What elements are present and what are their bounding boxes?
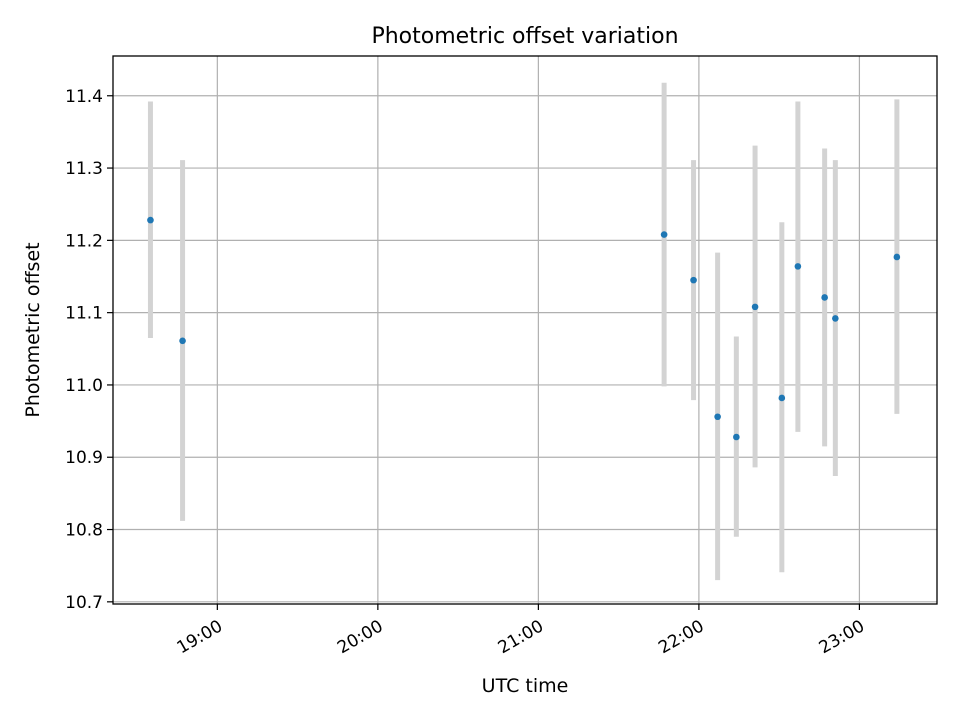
data-point (179, 337, 186, 345)
data-point (660, 231, 668, 238)
data-point (821, 294, 828, 301)
y-tick-label: 11.2 (65, 231, 103, 251)
data-point (733, 433, 740, 441)
y-axis-label: Photometric offset (22, 242, 44, 417)
y-tick-label: 11.3 (65, 159, 103, 179)
data-point (794, 263, 802, 270)
y-axis-ticks: 10.7 10.8 10.9 11.0 11.1 11.2 11.3 11.4 (65, 87, 113, 613)
y-tick-label: 10.7 (65, 593, 103, 613)
x-axis-label: UTC time (482, 675, 569, 697)
chart-title: Photometric offset variation (371, 24, 678, 49)
y-tick-label: 11.1 (65, 304, 103, 324)
data-point (893, 253, 901, 261)
y-tick-label: 10.9 (65, 448, 103, 468)
data-point (751, 303, 759, 311)
data-point (147, 216, 154, 224)
y-tick-label: 11.4 (65, 87, 103, 107)
y-tick-label: 11.0 (65, 376, 103, 396)
point-layer (147, 216, 901, 441)
data-point (714, 413, 721, 421)
data-point (690, 276, 697, 284)
y-tick-label: 10.8 (65, 521, 103, 541)
data-point (778, 394, 786, 402)
data-point (832, 315, 839, 322)
plot-frame (112, 55, 938, 605)
